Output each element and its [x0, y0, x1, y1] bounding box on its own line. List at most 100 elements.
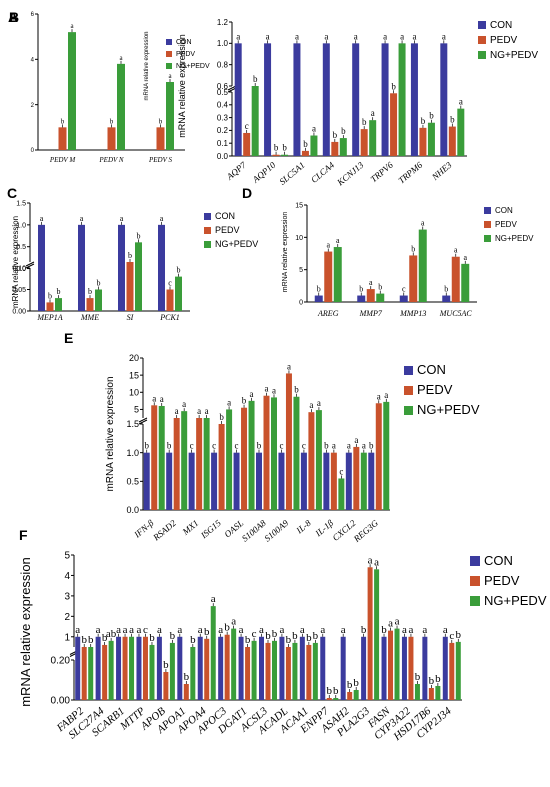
significance-letter: a [160, 394, 164, 404]
significance-letter: b [137, 231, 141, 240]
bar-ng-pedv-2 [310, 135, 318, 156]
significance-letter: b [224, 622, 230, 634]
significance-letter: b [245, 634, 251, 646]
legend-swatch-pedv [478, 36, 486, 44]
chart-panel-b: B 0.0 0.1 0.2 0.3 0.4 0.50.6 0.8 1.0 1.2 mRNA rela… [9, 9, 538, 188]
legend: CON PEDV NG+PEDV [404, 362, 480, 417]
y-tick-label: 0.00 [51, 696, 71, 707]
significance-letter: a [388, 618, 393, 630]
significance-letter: a [116, 624, 121, 636]
axis-break-mark [138, 419, 148, 425]
legend-swatch-ng-pedv [478, 51, 486, 59]
bar-ng-pedv-0 [88, 647, 94, 700]
bar-ng-pedv-1 [181, 411, 188, 510]
significance-letter: b [313, 630, 319, 642]
category-label: SLC5A1 [277, 160, 306, 187]
bar-con-7 [440, 43, 448, 157]
bar-ng-pedv-0 [158, 406, 165, 510]
category-label: MX1 [180, 518, 201, 538]
y-tick-label: 0.5 [217, 88, 229, 97]
significance-letter: a [371, 108, 375, 118]
significance-letter: a [211, 593, 216, 605]
category-label: AQP10 [250, 160, 278, 186]
significance-letter: a [443, 624, 448, 636]
bar-pedv-1 [107, 127, 116, 150]
y-tick-label: 15 [129, 370, 139, 380]
significance-letter: b [294, 385, 299, 395]
bar-con-3 [136, 636, 142, 700]
category-label: MEP1A [36, 313, 62, 322]
significance-letter: b [378, 283, 382, 292]
bar-pedv-1 [366, 289, 375, 302]
significance-letter: a [324, 31, 328, 41]
significance-letter: a [160, 214, 164, 223]
bar-pedv-3 [331, 141, 339, 156]
significance-letter: a [218, 624, 223, 636]
bar-con-13 [340, 636, 346, 700]
bar-con-17 [422, 636, 428, 700]
bar-con-1 [78, 224, 85, 311]
significance-letter: a [80, 214, 84, 223]
y-tick-label: 10 [129, 387, 139, 397]
significance-letter: a [384, 390, 388, 400]
significance-letter: b [353, 677, 359, 689]
significance-letter: a [137, 624, 142, 636]
significance-letter: a [205, 406, 209, 416]
y-tick-label: 1.2 [217, 18, 229, 27]
bar-con-9 [259, 636, 264, 700]
y-tick-label: 0 [31, 148, 35, 154]
bar-ng-pedv-1 [108, 640, 114, 700]
legend-label: CON [484, 553, 513, 568]
significance-letter: b [456, 629, 462, 641]
bar-con-2 [188, 452, 195, 510]
significance-letter: c [402, 285, 406, 294]
bar-pedv-9 [353, 446, 360, 510]
bar-ng-pedv-4 [169, 642, 175, 700]
bar-con-1 [95, 636, 101, 700]
bar-ng-pedv-1 [117, 63, 125, 150]
legend-label: PEDV [490, 35, 518, 46]
legend-label: CON [215, 211, 235, 221]
bar-pedv-4 [163, 672, 169, 700]
legend-label: NG+PEDV [495, 234, 534, 243]
bar-con-15 [381, 636, 387, 700]
bar-ng-pedv-12 [333, 698, 339, 700]
bar-ng-pedv-14 [374, 569, 380, 700]
y-tick-label: 5 [64, 551, 70, 562]
category-label: TRPM6 [396, 160, 424, 186]
significance-letter: a [362, 441, 366, 451]
y-tick-label: 0.8 [217, 60, 229, 69]
bar-pedv-2 [156, 127, 165, 150]
legend-label: PEDV [484, 573, 520, 588]
bar-con-1 [166, 452, 173, 510]
significance-letter: a [400, 31, 404, 41]
y-tick-label: 0.2 [217, 126, 229, 135]
bar-ng-pedv-1 [376, 293, 385, 302]
category-label: MME [80, 313, 99, 322]
significance-letter: a [250, 389, 254, 399]
y-tick-label: 1.0 [126, 448, 139, 458]
y-tick-label: 0.10 [12, 265, 26, 272]
legend-swatch-ng-pedv [470, 596, 480, 606]
significance-letter: b [361, 624, 367, 636]
significance-letter: b [61, 117, 65, 125]
significance-letter: a [368, 554, 373, 566]
significance-letter: a [421, 219, 425, 228]
bar-pedv-16 [408, 636, 414, 700]
significance-letter: b [421, 116, 426, 126]
legend-label: NG+PEDV [490, 50, 538, 61]
legend-swatch-pedv [484, 221, 491, 228]
bar-pedv-7 [224, 634, 230, 700]
bar-ng-pedv-2 [166, 82, 174, 150]
significance-letter: b [88, 287, 92, 296]
bar-ng-pedv-7 [457, 108, 465, 156]
bar-pedv-0 [58, 127, 67, 150]
bar-ng-pedv-8 [338, 478, 345, 510]
bar-pedv-18 [449, 642, 455, 700]
significance-letter: b [242, 396, 247, 406]
significance-letter: b [333, 685, 339, 697]
significance-letter: a [374, 556, 379, 568]
significance-letter: a [377, 391, 381, 401]
bar-pedv-8 [245, 647, 251, 700]
